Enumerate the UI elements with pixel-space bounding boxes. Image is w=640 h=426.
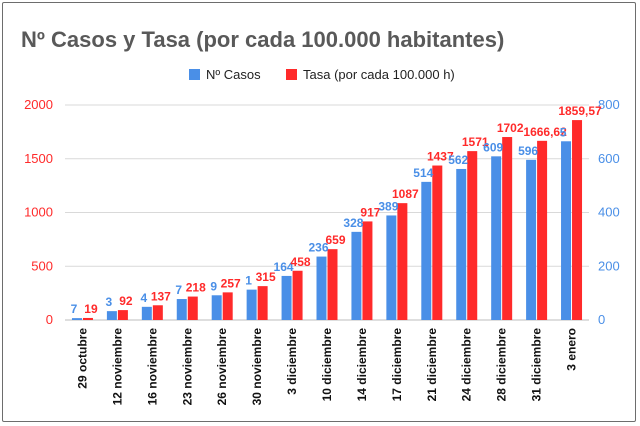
data-label-tasa: 1666,62 bbox=[523, 125, 567, 139]
x-tick-label: 3 diciembre bbox=[285, 328, 299, 395]
bar-casos bbox=[246, 289, 257, 320]
y-right-tick-label: 600 bbox=[598, 151, 620, 166]
data-label-tasa: 137 bbox=[151, 289, 171, 303]
data-label-tasa: 315 bbox=[256, 270, 276, 284]
y-right-tick-label: 400 bbox=[598, 205, 620, 220]
data-label-casos: 562 bbox=[448, 153, 468, 167]
legend-swatch-tasa bbox=[286, 69, 297, 80]
data-label-casos: 3 bbox=[106, 295, 113, 309]
chart-title: Nº Casos y Tasa (por cada 100.000 habita… bbox=[21, 27, 504, 52]
data-label-tasa: 1571 bbox=[462, 135, 489, 149]
chart-svg: Nº Casos y Tasa (por cada 100.000 habita… bbox=[21, 27, 620, 406]
bar-casos bbox=[141, 306, 152, 320]
y-left-tick-label: 1000 bbox=[24, 205, 53, 220]
x-tick-label: 12 noviembre bbox=[110, 328, 124, 406]
y-left-tick-label: 0 bbox=[46, 312, 53, 327]
bar-tasa bbox=[572, 120, 583, 320]
bar-tasa bbox=[362, 221, 373, 320]
data-label-casos: 514 bbox=[413, 166, 433, 180]
bar-casos bbox=[106, 311, 117, 320]
bar-casos bbox=[561, 141, 572, 320]
data-label-tasa: 257 bbox=[221, 276, 241, 290]
bar-casos bbox=[316, 256, 327, 320]
y-right-tick-label: 200 bbox=[598, 258, 620, 273]
bar-tasa bbox=[257, 286, 268, 320]
data-label-tasa: 1437 bbox=[427, 150, 454, 164]
x-tick-label: 3 enero bbox=[565, 328, 579, 371]
data-label-tasa: 458 bbox=[291, 255, 311, 269]
data-label-casos: 164 bbox=[274, 260, 294, 274]
bar-casos bbox=[421, 181, 432, 320]
legend-label-casos: Nº Casos bbox=[206, 67, 261, 82]
bar-casos bbox=[491, 156, 502, 320]
x-axis-categories: 29 octubre 12 noviembre 16 noviembre 23 nov… bbox=[75, 328, 578, 406]
y-left-tick-label: 2000 bbox=[24, 97, 53, 112]
bar-tasa bbox=[82, 317, 93, 320]
x-tick-label: 24 diciembre bbox=[460, 328, 474, 402]
bar-tasa bbox=[187, 296, 198, 320]
bars bbox=[71, 120, 583, 320]
data-label-casos: 7 bbox=[175, 283, 182, 297]
bar-casos bbox=[456, 168, 467, 320]
data-label-casos: 5 bbox=[560, 125, 567, 139]
x-tick-label: 14 diciembre bbox=[355, 328, 369, 402]
x-tick-label: 30 noviembre bbox=[250, 328, 264, 406]
x-tick-label: 23 noviembre bbox=[180, 328, 194, 406]
x-tick-label: 17 diciembre bbox=[390, 328, 404, 402]
data-label-tasa: 1702 bbox=[497, 121, 524, 135]
data-label-tasa: 1859,57 bbox=[558, 104, 602, 118]
y-left-tick-label: 1500 bbox=[24, 151, 53, 166]
bar-casos bbox=[176, 299, 187, 320]
data-label-casos: 1 bbox=[245, 274, 252, 288]
y-right-tick-label: 800 bbox=[598, 97, 620, 112]
data-label-casos: 7 bbox=[71, 302, 78, 316]
bar-tasa bbox=[467, 151, 478, 320]
chart-frame: Nº Casos y Tasa (por cada 100.000 habita… bbox=[2, 2, 636, 422]
bar-casos bbox=[71, 318, 82, 320]
data-label-tasa: 19 bbox=[84, 302, 98, 316]
data-label-casos: 328 bbox=[343, 216, 363, 230]
data-label-casos: 4 bbox=[140, 291, 147, 305]
data-label-tasa: 917 bbox=[360, 205, 380, 219]
bar-tasa bbox=[432, 165, 443, 320]
bar-tasa bbox=[222, 292, 233, 320]
bar-tasa bbox=[502, 137, 513, 320]
x-tick-label: 16 noviembre bbox=[145, 328, 159, 406]
y-right-tick-label: 0 bbox=[598, 312, 605, 327]
bar-casos bbox=[211, 295, 222, 320]
data-label-casos: 596 bbox=[518, 144, 538, 158]
bar-casos bbox=[351, 231, 362, 320]
x-tick-label: 26 noviembre bbox=[215, 328, 229, 406]
legend-label-tasa: Tasa (por cada 100.000 h) bbox=[303, 67, 455, 82]
data-label-tasa: 218 bbox=[186, 281, 206, 295]
bar-casos bbox=[526, 159, 537, 320]
bar-casos bbox=[281, 275, 292, 320]
y-left-tick-label: 500 bbox=[31, 258, 53, 273]
bar-tasa bbox=[117, 310, 128, 320]
x-tick-label: 10 diciembre bbox=[320, 328, 334, 402]
gridlines bbox=[65, 104, 589, 321]
bar-tasa bbox=[537, 140, 548, 320]
y-axis-right: 0 200 400 600 800 bbox=[598, 97, 620, 327]
x-tick-label: 28 diciembre bbox=[495, 328, 509, 402]
data-label-tasa: 659 bbox=[325, 233, 345, 247]
y-axis-left: 0 500 1000 1500 2000 bbox=[24, 97, 53, 327]
data-label-casos: 389 bbox=[378, 199, 398, 213]
bar-tasa bbox=[397, 203, 408, 320]
data-label-casos: 236 bbox=[308, 241, 328, 255]
legend: Nº Casos Tasa (por cada 100.000 h) bbox=[189, 67, 455, 82]
data-label-tasa: 92 bbox=[119, 294, 133, 308]
bar-tasa bbox=[327, 249, 338, 320]
data-label-tasa: 1087 bbox=[392, 187, 419, 201]
data-label-casos: 9 bbox=[210, 279, 217, 293]
bar-tasa bbox=[152, 305, 163, 320]
bar-casos bbox=[386, 215, 397, 320]
x-tick-label: 21 diciembre bbox=[425, 328, 439, 402]
bar-tasa bbox=[292, 270, 303, 320]
x-tick-label: 29 octubre bbox=[75, 328, 89, 389]
x-tick-label: 31 diciembre bbox=[530, 328, 544, 402]
data-label-casos: 609 bbox=[483, 140, 503, 154]
legend-swatch-casos bbox=[189, 69, 200, 80]
